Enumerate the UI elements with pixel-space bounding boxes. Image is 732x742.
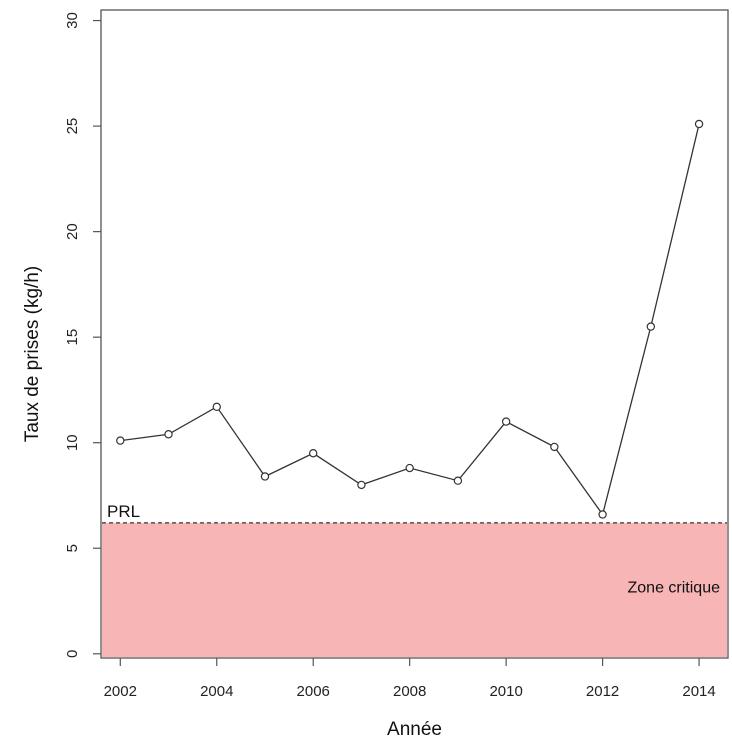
plot-frame — [100, 9, 729, 659]
data-point — [694, 119, 704, 129]
data-point — [405, 463, 414, 473]
data-point — [260, 472, 270, 481]
y-tick-label: 20 — [64, 223, 81, 240]
y-axis-title: Taux de prises (kg/h) — [22, 266, 43, 442]
x-tick-label: 2012 — [586, 683, 619, 700]
x-tick-label: 2004 — [200, 683, 233, 700]
data-point — [598, 510, 607, 519]
data-point — [453, 476, 463, 485]
x-tick-label: 2006 — [297, 683, 330, 700]
x-tick-label: 2010 — [489, 683, 522, 700]
data-point — [164, 430, 173, 439]
x-tick-label: 2002 — [104, 683, 137, 700]
y-tick-label: 0 — [64, 650, 81, 658]
y-tick-label: 10 — [64, 434, 81, 451]
series-line — [120, 123, 700, 517]
x-axis-title: Année — [387, 719, 442, 740]
y-tick-label: 30 — [64, 12, 81, 29]
prl-label: PRL — [107, 502, 140, 521]
x-tick-label: 2008 — [393, 683, 426, 700]
data-point — [550, 442, 559, 452]
y-tick-label: 25 — [64, 118, 81, 135]
x-tick-label: 2014 — [682, 683, 715, 700]
y-tick-label: 5 — [64, 544, 81, 552]
critical-zone — [102, 522, 727, 657]
zone-critique-label: Zone critique — [628, 580, 721, 597]
y-tick-label: 15 — [64, 329, 81, 346]
data-point — [212, 402, 221, 412]
data-point — [501, 417, 511, 426]
data-point — [309, 449, 318, 458]
data-point — [357, 480, 366, 490]
data-point — [116, 436, 125, 445]
data-point — [646, 322, 656, 331]
